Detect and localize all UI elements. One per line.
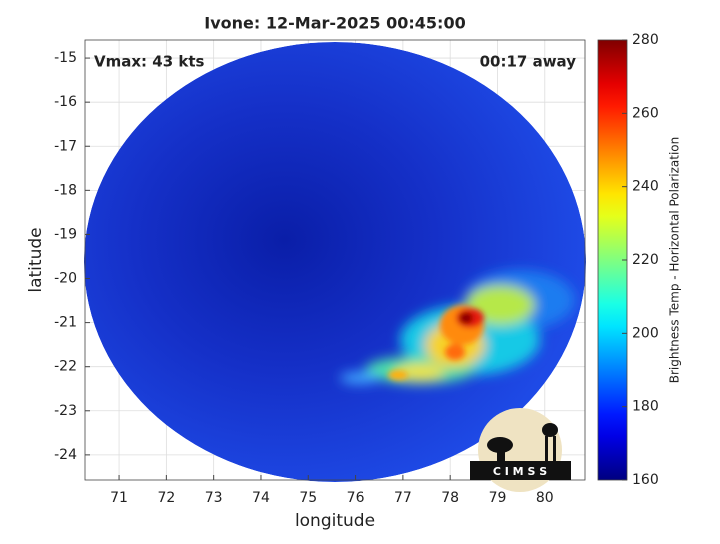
x-tick-label: 76 bbox=[347, 490, 365, 506]
annotation: 00:17 away bbox=[480, 53, 577, 71]
y-tick-label: -24 bbox=[54, 447, 77, 463]
y-tick-label: -23 bbox=[54, 403, 77, 419]
plot-frame bbox=[84, 39, 586, 481]
x-tick-label: 80 bbox=[536, 490, 554, 506]
logo-stand bbox=[497, 447, 505, 462]
colorbar-label: Brightness Temp - Horizontal Polarizatio… bbox=[668, 137, 682, 384]
x-tick-label: 78 bbox=[441, 490, 459, 506]
colorbar-tick-label: 200 bbox=[632, 325, 659, 341]
y-tick-label: -15 bbox=[54, 50, 77, 66]
colorbar-tick-label: 220 bbox=[632, 252, 659, 268]
colorbar-tick-label: 160 bbox=[632, 472, 659, 488]
cloud bbox=[388, 370, 408, 380]
y-tick-label: -16 bbox=[54, 94, 77, 110]
y-tick-label: -20 bbox=[54, 271, 77, 287]
y-tick-label: -19 bbox=[54, 226, 77, 242]
x-tick-label: 79 bbox=[489, 490, 507, 506]
x-tick-label: 77 bbox=[394, 490, 412, 506]
colorbar-tick-label: 180 bbox=[632, 399, 659, 415]
cloud bbox=[445, 344, 465, 360]
logo-text: C I M S S bbox=[493, 465, 547, 478]
logo-band bbox=[470, 461, 571, 480]
x-tick-label: 75 bbox=[299, 490, 317, 506]
chart-title: Ivone: 12-Mar-2025 00:45:00 bbox=[204, 14, 465, 33]
y-axis-label: latitude bbox=[26, 227, 46, 292]
logo-dish bbox=[487, 437, 513, 453]
logo-tower bbox=[545, 436, 548, 462]
logo-tower bbox=[542, 423, 558, 437]
colorbar-tick-label: 240 bbox=[632, 179, 659, 195]
x-tick-label: 73 bbox=[205, 490, 223, 506]
annotation: Vmax: 43 kts bbox=[94, 53, 204, 71]
cloud bbox=[340, 372, 380, 384]
logo-tower bbox=[553, 436, 556, 462]
y-tick-label: -22 bbox=[54, 359, 77, 375]
colorbar-tick-label: 260 bbox=[632, 105, 659, 121]
colorbar-tick-label: 280 bbox=[632, 32, 659, 48]
x-tick-label: 72 bbox=[157, 490, 175, 506]
logo: C I M S S bbox=[470, 408, 571, 492]
x-axis-label: longitude bbox=[295, 511, 375, 531]
x-tick-label: 71 bbox=[110, 490, 128, 506]
y-tick-label: -18 bbox=[54, 182, 77, 198]
x-tick-label: 74 bbox=[252, 490, 270, 506]
cloud bbox=[459, 312, 473, 324]
y-tick-label: -21 bbox=[54, 315, 77, 331]
y-tick-label: -17 bbox=[54, 138, 77, 154]
brightness-image bbox=[84, 42, 586, 482]
